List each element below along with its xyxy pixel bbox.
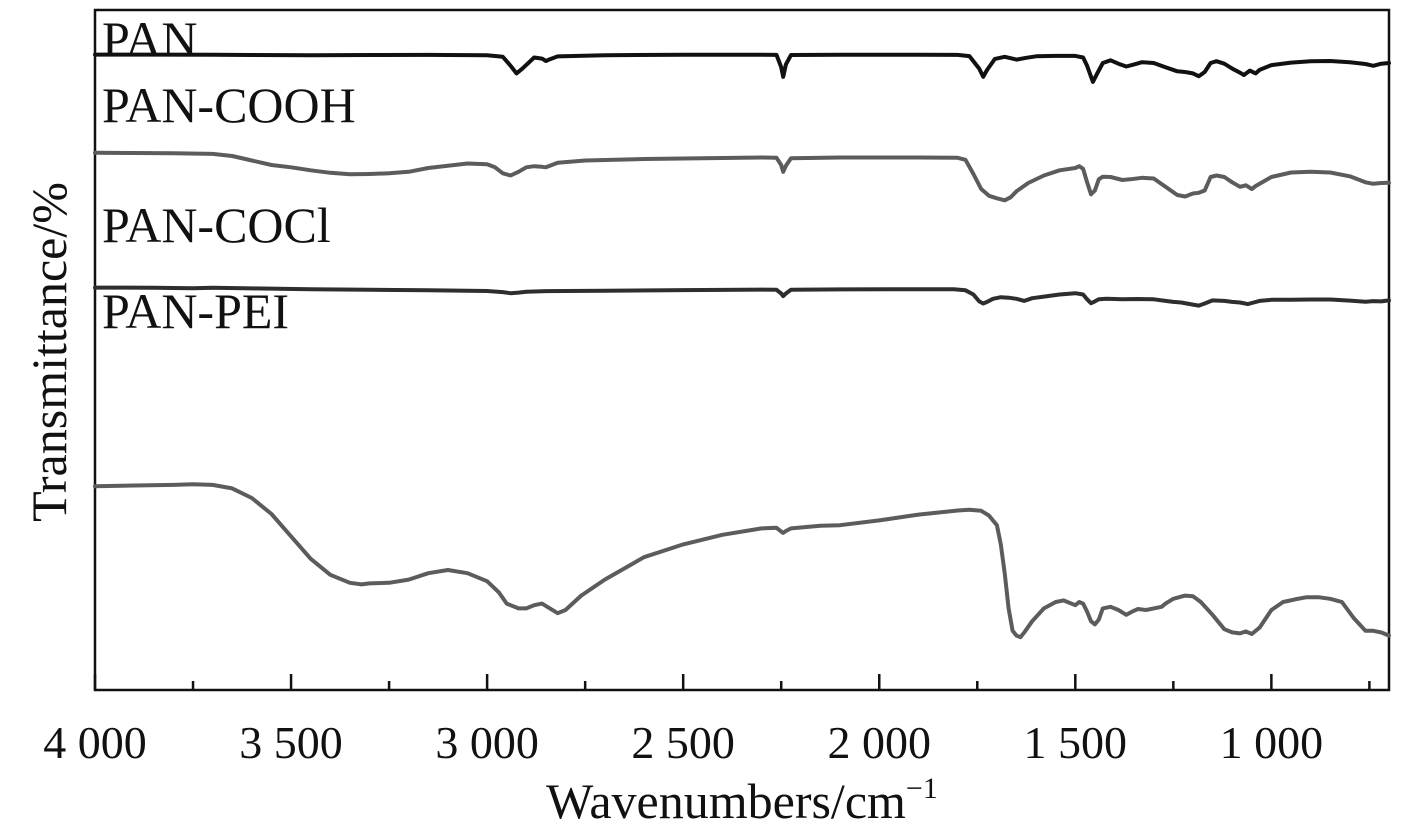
x-tick-label: 4 000	[43, 717, 147, 768]
series-label-pan: PAN	[102, 11, 197, 67]
spectra	[93, 52, 1391, 640]
series-line-pan-cooh	[93, 150, 1391, 203]
x-tick-label: 2 000	[827, 717, 931, 768]
x-tick-label: 2 500	[631, 717, 735, 768]
x-tick-labels: 4 000 3 500 3 000 2 500 2 000 1 500 1 000	[43, 717, 1323, 768]
x-tick-label: 3 500	[239, 717, 343, 768]
x-axis-title: Wavenumbers/cm−1	[546, 772, 938, 827]
series-line-pan	[93, 52, 1391, 84]
series-line-pan-pei	[93, 482, 1391, 640]
y-axis-title: Transmittance/%	[21, 182, 77, 522]
plot-frame	[93, 8, 1391, 692]
x-tick-label: 1 500	[1024, 717, 1128, 768]
series-label-pan-pei: PAN-PEI	[102, 283, 289, 339]
x-tick-label: 3 000	[435, 717, 539, 768]
series-label-pan-cooh: PAN-COOH	[102, 77, 356, 133]
series-labels: PAN PAN-COOH PAN-COCl PAN-PEI	[102, 11, 356, 339]
series-label-pan-cocl: PAN-COCl	[102, 197, 331, 253]
x-tick-label: 1 000	[1220, 717, 1324, 768]
x-axis-ticks	[93, 674, 1371, 690]
series-line-pan-cocl	[93, 285, 1391, 308]
